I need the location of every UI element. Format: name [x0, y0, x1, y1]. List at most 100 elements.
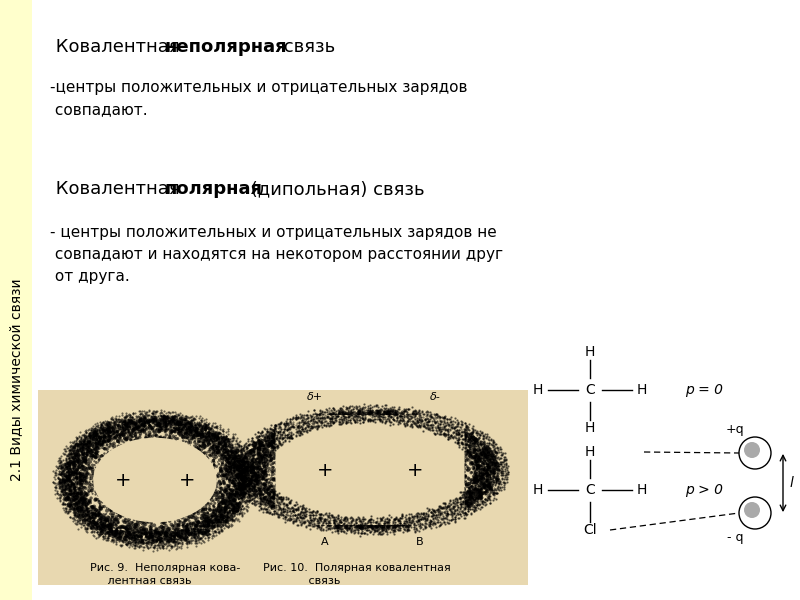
Point [443, 448, 456, 458]
Point [311, 413, 324, 423]
Point [450, 500, 462, 510]
Point [270, 434, 282, 444]
Point [334, 519, 346, 529]
Point [95, 513, 108, 523]
Point [114, 433, 126, 443]
Point [224, 476, 237, 485]
Point [213, 442, 226, 452]
Point [450, 430, 462, 439]
Point [225, 505, 238, 515]
Point [58, 485, 71, 495]
Point [473, 463, 486, 473]
Point [258, 461, 270, 470]
Point [315, 498, 328, 508]
Point [115, 522, 128, 532]
Point [451, 453, 464, 463]
Point [175, 533, 188, 542]
Point [304, 512, 317, 522]
Point [117, 430, 130, 439]
Point [326, 516, 338, 526]
Point [277, 502, 290, 511]
Point [72, 443, 85, 453]
Point [290, 417, 303, 427]
Point [102, 449, 114, 459]
Point [206, 441, 219, 451]
Point [104, 498, 117, 508]
Point [450, 467, 462, 476]
Point [102, 528, 114, 538]
Point [170, 525, 182, 535]
Point [158, 412, 171, 421]
Point [213, 511, 226, 521]
Point [385, 520, 398, 529]
Point [166, 415, 178, 425]
Point [321, 515, 334, 525]
Point [489, 457, 502, 467]
Point [153, 529, 166, 538]
Point [56, 463, 69, 472]
Point [150, 530, 162, 540]
Point [318, 517, 331, 526]
Point [139, 415, 152, 425]
Point [247, 446, 260, 455]
Point [457, 494, 470, 504]
Point [408, 419, 421, 428]
Point [65, 502, 78, 512]
Point [182, 529, 195, 538]
Point [136, 530, 149, 539]
Point [172, 520, 185, 530]
Point [400, 506, 413, 516]
Point [191, 526, 204, 536]
Point [322, 514, 334, 523]
Point [443, 425, 456, 434]
Point [287, 486, 300, 496]
Point [114, 430, 126, 439]
Point [226, 458, 239, 468]
Point [474, 466, 486, 476]
Point [224, 463, 237, 472]
Point [392, 519, 405, 529]
Point [334, 516, 347, 526]
Point [475, 464, 488, 474]
Point [218, 443, 231, 452]
Point [90, 439, 103, 448]
Point [435, 511, 448, 520]
Point [414, 504, 427, 514]
Point [175, 442, 188, 452]
Point [241, 450, 254, 460]
Point [99, 444, 112, 454]
Point [131, 539, 144, 548]
Point [186, 422, 199, 431]
Point [465, 438, 478, 448]
Point [223, 475, 236, 485]
Point [390, 409, 402, 419]
Point [226, 447, 239, 457]
Point [58, 477, 71, 487]
Point [277, 423, 290, 433]
Point [382, 419, 394, 428]
Point [203, 424, 216, 434]
Point [98, 496, 110, 506]
Point [370, 511, 382, 520]
Point [429, 455, 442, 464]
Point [196, 460, 209, 470]
Point [348, 503, 361, 513]
Point [86, 524, 99, 533]
Point [191, 497, 204, 506]
Point [122, 416, 135, 425]
Point [122, 529, 135, 538]
Point [208, 511, 221, 521]
Point [450, 463, 463, 472]
Point [371, 506, 384, 515]
Point [305, 517, 318, 526]
Point [300, 503, 313, 512]
Point [74, 496, 87, 505]
Point [149, 430, 162, 439]
Point [446, 502, 458, 511]
Point [420, 509, 433, 519]
Point [222, 463, 234, 473]
Point [457, 467, 470, 477]
Point [233, 490, 246, 500]
Point [315, 502, 328, 511]
Point [430, 449, 443, 459]
